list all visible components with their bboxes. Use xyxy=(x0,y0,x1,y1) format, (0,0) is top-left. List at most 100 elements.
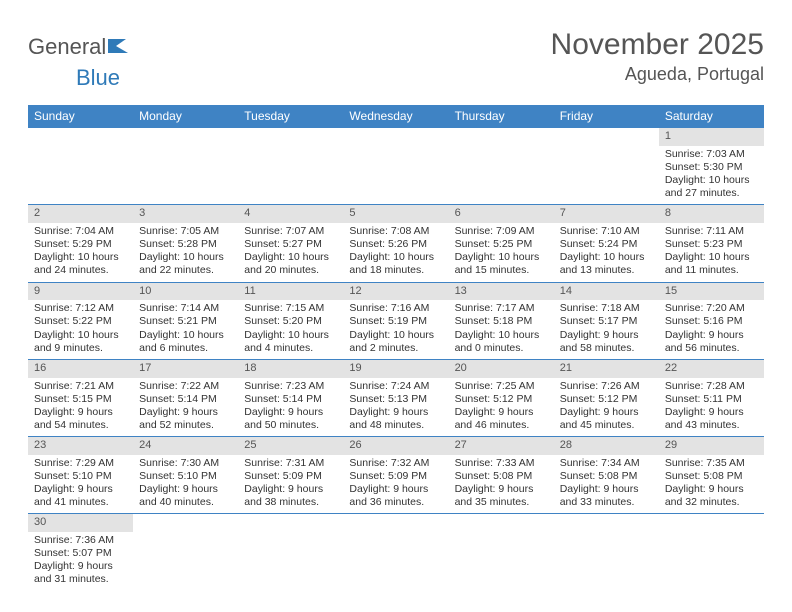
sunrise-line: Sunrise: 7:07 AM xyxy=(244,225,337,238)
day-number: 24 xyxy=(133,437,238,455)
sunset-line: Sunset: 5:27 PM xyxy=(244,238,337,251)
sunset-line: Sunset: 5:12 PM xyxy=(455,393,548,406)
sunset-line: Sunset: 5:08 PM xyxy=(560,470,653,483)
sunset-line: Sunset: 5:10 PM xyxy=(139,470,232,483)
day-number: 6 xyxy=(449,205,554,223)
daylight-line: Daylight: 9 hours and 38 minutes. xyxy=(244,483,337,509)
day-body: Sunrise: 7:08 AMSunset: 5:26 PMDaylight:… xyxy=(343,223,448,282)
calendar-day: 9Sunrise: 7:12 AMSunset: 5:22 PMDaylight… xyxy=(28,282,133,359)
sunset-line: Sunset: 5:14 PM xyxy=(139,393,232,406)
sunset-line: Sunset: 5:11 PM xyxy=(665,393,758,406)
day-body: Sunrise: 7:22 AMSunset: 5:14 PMDaylight:… xyxy=(133,378,238,437)
sunset-line: Sunset: 5:19 PM xyxy=(349,315,442,328)
day-number: 28 xyxy=(554,437,659,455)
calendar-day: 21Sunrise: 7:26 AMSunset: 5:12 PMDayligh… xyxy=(554,359,659,436)
day-number: 17 xyxy=(133,360,238,378)
day-body: Sunrise: 7:29 AMSunset: 5:10 PMDaylight:… xyxy=(28,455,133,514)
sunrise-line: Sunrise: 7:17 AM xyxy=(455,302,548,315)
location: Agueda, Portugal xyxy=(551,64,764,85)
day-number: 22 xyxy=(659,360,764,378)
day-body: Sunrise: 7:23 AMSunset: 5:14 PMDaylight:… xyxy=(238,378,343,437)
day-number: 11 xyxy=(238,283,343,301)
daylight-line: Daylight: 10 hours and 4 minutes. xyxy=(244,329,337,355)
sunset-line: Sunset: 5:24 PM xyxy=(560,238,653,251)
calendar-day: 24 Sunrise: 7:30 AMSunset: 5:10 PMDayligh… xyxy=(133,437,238,514)
logo-text-general: General xyxy=(28,34,106,60)
sunrise-line: Sunrise: 7:05 AM xyxy=(139,225,232,238)
weekday-header: Thursday xyxy=(449,105,554,128)
calendar-day: 25Sunrise: 7:31 AMSunset: 5:09 PMDayligh… xyxy=(238,437,343,514)
sunset-line: Sunset: 5:28 PM xyxy=(139,238,232,251)
day-number: 19 xyxy=(343,360,448,378)
daylight-line: Daylight: 9 hours and 31 minutes. xyxy=(34,560,127,586)
day-number: 10 xyxy=(133,283,238,301)
calendar-day: 10Sunrise: 7:14 AMSunset: 5:21 PMDayligh… xyxy=(133,282,238,359)
daylight-line: Daylight: 10 hours and 27 minutes. xyxy=(665,174,758,200)
sunrise-line: Sunrise: 7:09 AM xyxy=(455,225,548,238)
sunrise-line: Sunrise: 7:30 AM xyxy=(139,457,232,470)
sunset-line: Sunset: 5:07 PM xyxy=(34,547,127,560)
sunset-line: Sunset: 5:17 PM xyxy=(560,315,653,328)
day-body: Sunrise: 7:16 AMSunset: 5:19 PMDaylight:… xyxy=(343,300,448,359)
daylight-line: Daylight: 9 hours and 36 minutes. xyxy=(349,483,442,509)
daylight-line: Daylight: 9 hours and 40 minutes. xyxy=(139,483,232,509)
sunrise-line: Sunrise: 7:14 AM xyxy=(139,302,232,315)
daylight-line: Daylight: 10 hours and 2 minutes. xyxy=(349,329,442,355)
sunset-line: Sunset: 5:18 PM xyxy=(455,315,548,328)
day-number: 20 xyxy=(449,360,554,378)
sunrise-line: Sunrise: 7:08 AM xyxy=(349,225,442,238)
calendar-day: 20Sunrise: 7:25 AMSunset: 5:12 PMDayligh… xyxy=(449,359,554,436)
day-number: 27 xyxy=(449,437,554,455)
sunrise-line: Sunrise: 7:11 AM xyxy=(665,225,758,238)
calendar-row: 1Sunrise: 7:03 AMSunset: 5:30 PMDaylight… xyxy=(28,128,764,205)
calendar-day: 23Sunrise: 7:29 AMSunset: 5:10 PMDayligh… xyxy=(28,437,133,514)
calendar-row: 30 Sunrise: 7:36 AMSunset: 5:07 PMDayligh… xyxy=(28,514,764,591)
calendar-empty xyxy=(133,514,238,591)
calendar-body: 1Sunrise: 7:03 AMSunset: 5:30 PMDaylight… xyxy=(28,128,764,591)
day-body: Sunrise: 7:28 AMSunset: 5:11 PMDaylight:… xyxy=(659,378,764,437)
logo-text-blue: Blue xyxy=(76,65,120,90)
day-number: 29 xyxy=(659,437,764,455)
weekday-header: Wednesday xyxy=(343,105,448,128)
sunset-line: Sunset: 5:15 PM xyxy=(34,393,127,406)
sunset-line: Sunset: 5:14 PM xyxy=(244,393,337,406)
weekday-header: Saturday xyxy=(659,105,764,128)
calendar-day: 30 Sunrise: 7:36 AMSunset: 5:07 PMDayligh… xyxy=(28,514,133,591)
day-number: 25 xyxy=(238,437,343,455)
daylight-line: Daylight: 10 hours and 18 minutes. xyxy=(349,251,442,277)
sunset-line: Sunset: 5:08 PM xyxy=(665,470,758,483)
day-body: Sunrise: 7:15 AMSunset: 5:20 PMDaylight:… xyxy=(238,300,343,359)
sunrise-line: Sunrise: 7:28 AM xyxy=(665,380,758,393)
calendar-empty xyxy=(449,514,554,591)
daylight-line: Daylight: 9 hours and 54 minutes. xyxy=(34,406,127,432)
calendar-table: SundayMondayTuesdayWednesdayThursdayFrid… xyxy=(28,105,764,591)
day-body: Sunrise: 7:17 AMSunset: 5:18 PMDaylight:… xyxy=(449,300,554,359)
calendar-day: 12Sunrise: 7:16 AMSunset: 5:19 PMDayligh… xyxy=(343,282,448,359)
daylight-line: Daylight: 9 hours and 33 minutes. xyxy=(560,483,653,509)
day-body: Sunrise: 7:11 AMSunset: 5:23 PMDaylight:… xyxy=(659,223,764,282)
day-body: Sunrise: 7:21 AMSunset: 5:15 PMDaylight:… xyxy=(28,378,133,437)
logo: General xyxy=(28,28,136,60)
day-body: Sunrise: 7:07 AMSunset: 5:27 PMDaylight:… xyxy=(238,223,343,282)
daylight-line: Daylight: 10 hours and 22 minutes. xyxy=(139,251,232,277)
daylight-line: Daylight: 9 hours and 41 minutes. xyxy=(34,483,127,509)
sunset-line: Sunset: 5:08 PM xyxy=(455,470,548,483)
sunrise-line: Sunrise: 7:23 AM xyxy=(244,380,337,393)
day-number: 30 xyxy=(28,514,133,532)
sunrise-line: Sunrise: 7:12 AM xyxy=(34,302,127,315)
sunrise-line: Sunrise: 7:24 AM xyxy=(349,380,442,393)
calendar-day: 1Sunrise: 7:03 AMSunset: 5:30 PMDaylight… xyxy=(659,128,764,205)
sunrise-line: Sunrise: 7:36 AM xyxy=(34,534,127,547)
calendar-empty xyxy=(28,128,133,205)
sunset-line: Sunset: 5:22 PM xyxy=(34,315,127,328)
calendar-day: 13Sunrise: 7:17 AMSunset: 5:18 PMDayligh… xyxy=(449,282,554,359)
sunset-line: Sunset: 5:09 PM xyxy=(244,470,337,483)
daylight-line: Daylight: 9 hours and 46 minutes. xyxy=(455,406,548,432)
day-number: 16 xyxy=(28,360,133,378)
weekday-header: Sunday xyxy=(28,105,133,128)
calendar-empty xyxy=(554,128,659,205)
calendar-row: 16Sunrise: 7:21 AMSunset: 5:15 PMDayligh… xyxy=(28,359,764,436)
day-number: 14 xyxy=(554,283,659,301)
daylight-line: Daylight: 9 hours and 35 minutes. xyxy=(455,483,548,509)
sunset-line: Sunset: 5:29 PM xyxy=(34,238,127,251)
